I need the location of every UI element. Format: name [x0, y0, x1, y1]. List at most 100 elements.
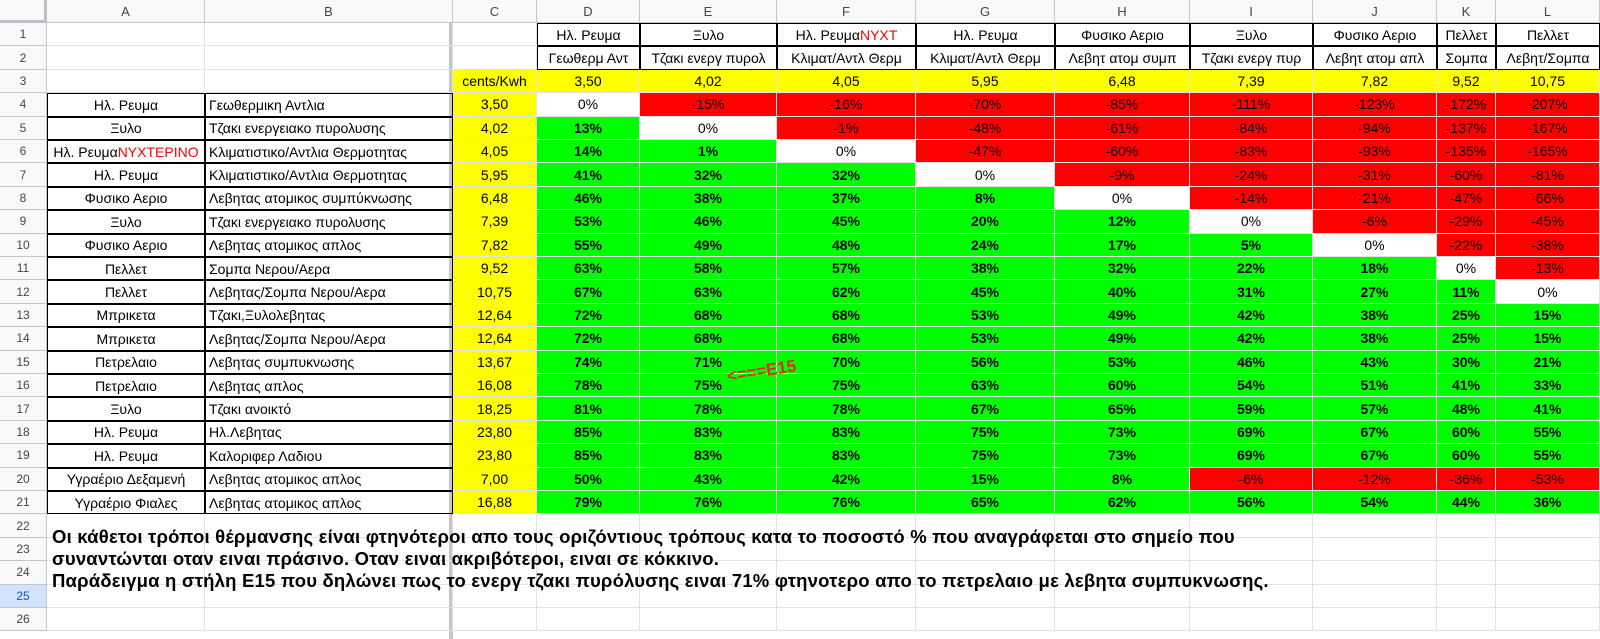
percent-cell[interactable]: -172% [1437, 93, 1496, 117]
row-header-1[interactable]: 1 [0, 23, 47, 47]
percent-cell[interactable]: 67% [916, 397, 1055, 421]
percent-cell[interactable]: -81% [1496, 163, 1600, 187]
fuel-name-cell[interactable]: Μπρικετα [47, 303, 205, 328]
header-device-j[interactable]: Λεβητ ατομ απλ [1313, 46, 1437, 70]
cell[interactable] [205, 23, 453, 47]
price-cell-c[interactable]: cents/Kwh [453, 69, 537, 94]
percent-cell[interactable]: 68% [640, 303, 777, 328]
percent-cell[interactable]: 79% [537, 491, 640, 515]
percent-cell[interactable]: -24% [1190, 163, 1313, 187]
percent-cell[interactable]: 32% [640, 163, 777, 187]
percent-cell[interactable]: -60% [1437, 163, 1496, 187]
percent-cell[interactable]: 74% [537, 350, 640, 374]
fuel-name-cell[interactable]: Ξυλο [47, 397, 205, 421]
cell[interactable] [1313, 584, 1437, 608]
fuel-name-cell[interactable]: Υγραέριο Δεξαμενή [47, 467, 205, 491]
percent-cell[interactable]: -207% [1496, 93, 1600, 117]
cell[interactable] [777, 514, 916, 538]
percent-cell[interactable]: 38% [1313, 327, 1437, 351]
cell[interactable] [205, 608, 453, 632]
percent-cell[interactable]: 83% [777, 420, 916, 445]
fuel-name-cell[interactable]: Υγραέριο Φιαλες [47, 491, 205, 515]
row-header-12[interactable]: 12 [0, 280, 47, 304]
percent-cell[interactable]: 13% [537, 116, 640, 140]
cell[interactable] [777, 537, 916, 562]
row-header-16[interactable]: 16 [0, 374, 47, 398]
cell[interactable] [47, 561, 205, 585]
percent-cell[interactable]: -61% [1055, 116, 1190, 140]
percent-cell[interactable]: 85% [537, 420, 640, 445]
device-name-cell[interactable]: Τζακι ανοικτό [205, 397, 453, 421]
percent-cell[interactable]: 48% [777, 233, 916, 257]
price-cell[interactable]: 7,82 [453, 233, 537, 257]
percent-cell[interactable]: 62% [1055, 491, 1190, 515]
percent-cell[interactable]: 60% [1055, 374, 1190, 398]
header-fuel-h[interactable]: Φυσικο Αεριο [1055, 23, 1190, 47]
percent-cell[interactable]: 15% [1496, 303, 1600, 328]
percent-cell[interactable]: -15% [640, 93, 777, 117]
device-name-cell[interactable]: Λεβητας ατομικος συμπύκνωσης [205, 186, 453, 211]
percent-cell[interactable]: 25% [1437, 327, 1496, 351]
percent-cell[interactable]: 73% [1055, 420, 1190, 445]
cell[interactable] [1313, 514, 1437, 538]
percent-cell[interactable]: 46% [537, 186, 640, 211]
percent-cell[interactable]: 78% [777, 397, 916, 421]
percent-cell[interactable]: -1% [777, 116, 916, 140]
percent-cell[interactable]: 69% [1190, 444, 1313, 468]
header-fuel-i[interactable]: Ξυλο [1190, 23, 1313, 47]
column-header-f[interactable]: F [777, 0, 916, 23]
percent-cell[interactable]: 54% [1190, 374, 1313, 398]
percent-cell[interactable]: -21% [1313, 186, 1437, 211]
percent-cell[interactable]: 68% [777, 303, 916, 328]
cell[interactable] [453, 561, 537, 585]
percent-cell[interactable]: 53% [916, 303, 1055, 328]
cell[interactable] [537, 537, 640, 562]
percent-cell[interactable]: 67% [1313, 444, 1437, 468]
percent-cell[interactable]: -83% [1190, 140, 1313, 164]
percent-cell[interactable]: 38% [916, 257, 1055, 281]
percent-cell[interactable]: 55% [537, 233, 640, 257]
fuel-name-cell[interactable]: Πετρελαιο [47, 374, 205, 398]
row-header-9[interactable]: 9 [0, 210, 47, 234]
row-header-3[interactable]: 3 [0, 69, 47, 94]
cell[interactable] [777, 584, 916, 608]
fuel-name-cell[interactable]: Ηλ. Ρευμα [47, 93, 205, 117]
price-cell[interactable]: 23,80 [453, 444, 537, 468]
row-header-6[interactable]: 6 [0, 140, 47, 164]
fuel-name-cell[interactable]: Φυσικο Αεριο [47, 186, 205, 211]
device-name-cell[interactable]: Λεβητας απλος [205, 374, 453, 398]
fuel-name-cell[interactable]: Ηλ. Ρευμα [47, 163, 205, 187]
cell[interactable] [1190, 608, 1313, 632]
percent-cell[interactable]: -6% [1190, 467, 1313, 491]
cell[interactable] [205, 514, 453, 538]
cell[interactable] [47, 608, 205, 632]
column-header-c[interactable]: C [453, 0, 537, 23]
percent-cell[interactable]: -123% [1313, 93, 1437, 117]
percent-cell[interactable]: 60% [1437, 444, 1496, 468]
percent-cell[interactable]: -70% [916, 93, 1055, 117]
device-name-cell[interactable]: Τζακι ενεργειακο πυρολυσης [205, 210, 453, 234]
percent-cell[interactable]: 8% [1055, 467, 1190, 491]
row-header-11[interactable]: 11 [0, 257, 47, 281]
header-fuel-f[interactable]: Ηλ. Ρευμα ΝΥΧΤ [777, 23, 916, 47]
row-header-22[interactable]: 22 [0, 514, 47, 538]
cell[interactable] [453, 537, 537, 562]
percent-cell[interactable]: -84% [1190, 116, 1313, 140]
cell[interactable] [47, 69, 205, 94]
percent-cell[interactable]: 56% [1190, 491, 1313, 515]
percent-cell[interactable]: 75% [777, 374, 916, 398]
price-cell[interactable]: 13,67 [453, 350, 537, 374]
cell[interactable] [1055, 514, 1190, 538]
percent-cell[interactable]: 38% [640, 186, 777, 211]
header-device-l[interactable]: Λεβητ/Σομπα [1496, 46, 1600, 70]
percent-cell[interactable]: -16% [777, 93, 916, 117]
row-header-26[interactable]: 26 [0, 608, 47, 632]
price-cell[interactable]: 16,08 [453, 374, 537, 398]
price-cell[interactable]: 23,80 [453, 420, 537, 445]
percent-cell[interactable]: -9% [1055, 163, 1190, 187]
percent-cell[interactable]: 42% [1190, 327, 1313, 351]
header-fuel-e[interactable]: Ξυλο [640, 23, 777, 47]
percent-cell[interactable]: 0% [1055, 186, 1190, 211]
percent-cell[interactable]: -137% [1437, 116, 1496, 140]
